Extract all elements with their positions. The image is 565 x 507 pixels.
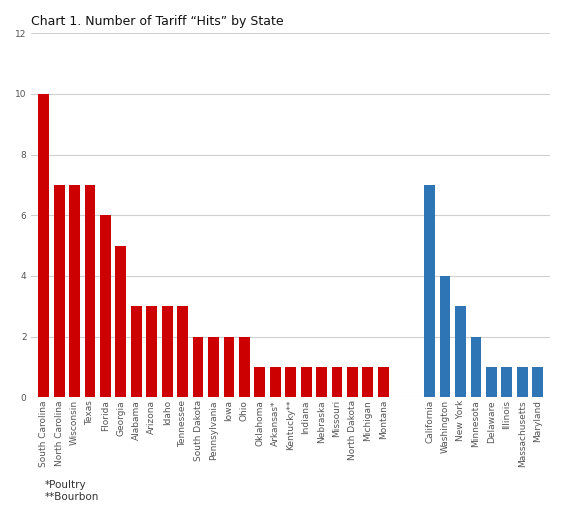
Bar [38,94,49,397]
Bar [131,306,142,397]
Bar [193,337,203,397]
Bar [177,306,188,397]
Bar [208,337,219,397]
Bar [347,367,358,397]
Bar [254,367,265,397]
Bar [424,185,435,397]
Bar [301,367,311,397]
Bar [146,306,157,397]
Bar [532,367,543,397]
Bar [115,245,127,397]
Bar [316,367,327,397]
Bar [54,185,64,397]
Bar [332,367,342,397]
Bar [440,276,450,397]
Bar [517,367,528,397]
Bar [285,367,296,397]
Bar [501,367,512,397]
Bar [471,337,481,397]
Bar [455,306,466,397]
Bar [239,337,250,397]
Bar [378,367,389,397]
Bar [69,185,80,397]
Text: *Poultry
**Bourbon: *Poultry **Bourbon [45,480,99,502]
Bar [162,306,172,397]
Bar [85,185,95,397]
Bar [363,367,373,397]
Text: Chart 1. Number of Tariff “Hits” by State: Chart 1. Number of Tariff “Hits” by Stat… [32,15,284,28]
Bar [486,367,497,397]
Bar [270,367,281,397]
Bar [100,215,111,397]
Bar [224,337,234,397]
